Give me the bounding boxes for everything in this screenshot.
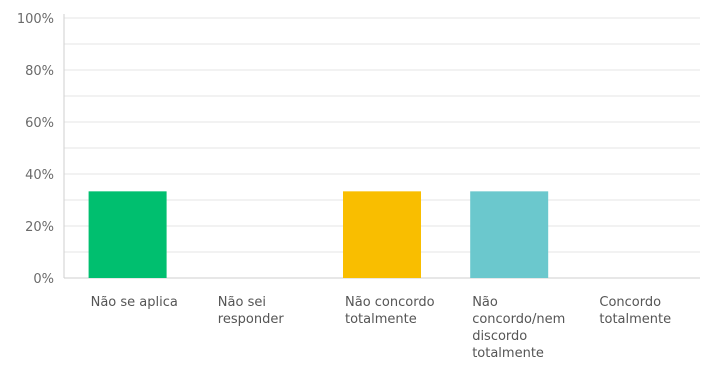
y-tick-label: 0% [33,272,54,287]
x-tick-label: Concordo totalmente [599,295,671,327]
y-tick-label: 60% [25,116,54,131]
gridlines [63,14,700,279]
x-axis-labels: Não se aplica Não sei responder Não concord… [91,295,672,361]
y-tick-label: 100% [17,12,54,27]
bar [470,191,549,278]
bars [88,191,549,278]
bar [343,191,421,278]
bar [88,191,167,278]
x-tick-label: Não se aplica [91,295,178,310]
x-tick-label: Não sei responder [218,295,285,327]
y-tick-label: 40% [25,168,54,183]
y-tick-label: 80% [25,64,54,79]
y-axis-ticks: 0% 20% 40% 60% 80% 100% [17,12,54,287]
x-tick-label: Não concordo totalmente [345,295,435,327]
y-tick-label: 20% [25,220,54,235]
x-tick-label: Não concordo/nem discordo totalmente [472,295,565,361]
